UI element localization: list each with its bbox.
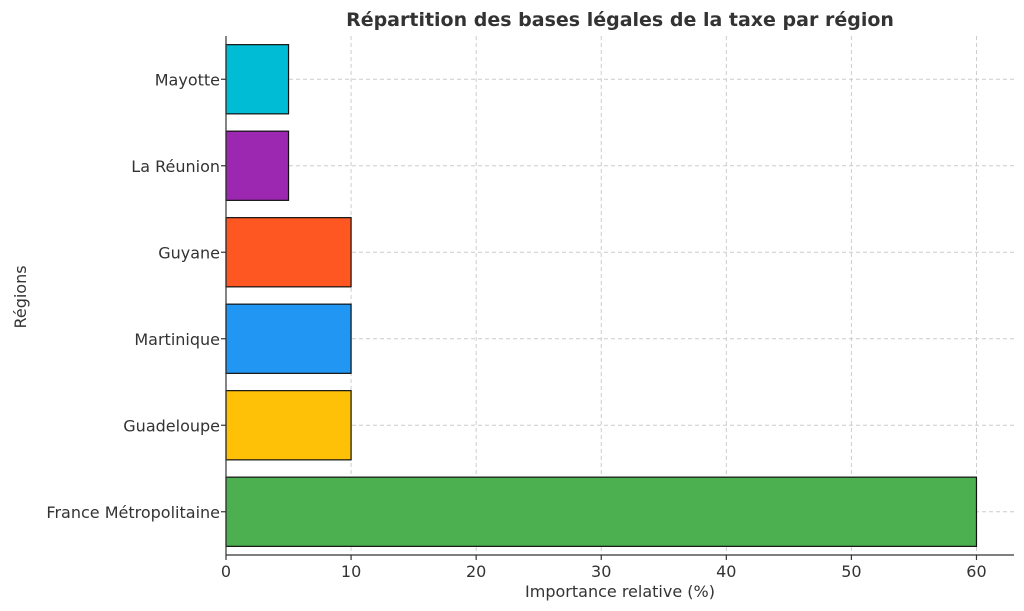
- x-tick-label: 50: [841, 562, 861, 581]
- bar: [225, 390, 352, 461]
- x-tick-label: 20: [466, 562, 486, 581]
- bar: [225, 476, 978, 547]
- bar: [225, 303, 352, 374]
- x-axis-label: Importance relative (%): [525, 582, 715, 601]
- axes: [221, 36, 1014, 560]
- y-tick-label: Guadeloupe: [123, 416, 220, 435]
- bar: [225, 130, 290, 201]
- bars: [225, 44, 978, 547]
- chart-title: Répartition des bases légales de la taxe…: [346, 9, 894, 31]
- bar: [225, 217, 352, 288]
- y-tick-label: La Réunion: [131, 157, 220, 176]
- y-tick-label: Mayotte: [155, 70, 220, 89]
- bar: [225, 44, 290, 115]
- x-tick-label: 30: [591, 562, 611, 581]
- x-tick-label: 0: [221, 562, 231, 581]
- tick-labels: 0 10 20 30 40 50 60 France Métropolitaine Guadel…: [46, 70, 986, 581]
- y-tick-label: Guyane: [158, 243, 220, 262]
- y-axis-label: Régions: [11, 265, 30, 328]
- y-tick-label: Martinique: [134, 330, 220, 349]
- x-tick-label: 10: [341, 562, 361, 581]
- y-tick-label: France Métropolitaine: [46, 503, 220, 522]
- x-tick-label: 60: [966, 562, 986, 581]
- x-tick-label: 40: [716, 562, 736, 581]
